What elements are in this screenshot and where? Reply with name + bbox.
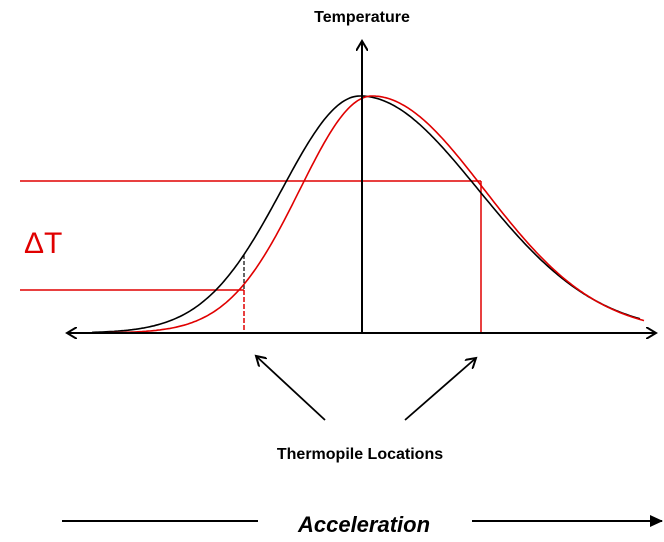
arrow [404, 358, 476, 421]
delta-label: ΔT [24, 227, 62, 260]
y-axis-label: Temperature [314, 9, 410, 26]
bottom-label: Acceleration [297, 512, 430, 537]
annotation: Thermopile Locations [277, 446, 443, 463]
arrow [256, 356, 326, 421]
black-curve [91, 95, 641, 334]
red-curve [108, 95, 645, 334]
